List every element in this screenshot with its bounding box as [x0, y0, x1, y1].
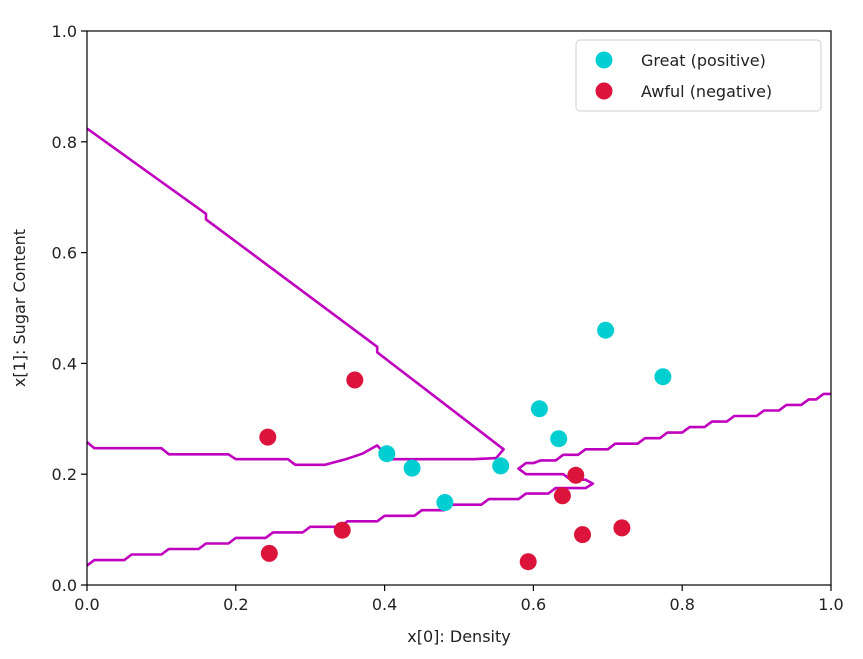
axes-frame: [86, 30, 832, 586]
negative-point-5: [519, 553, 537, 571]
y-tick-label: 0.2: [52, 465, 77, 484]
legend-label-negative: Awful (negative): [641, 82, 772, 101]
y-tick-label: 0.0: [52, 576, 77, 595]
negative-point-3: [333, 521, 351, 539]
y-tick-label: 0.8: [52, 133, 77, 152]
y-axis-title: x[1]: Sugar Content: [10, 229, 29, 387]
x-tick-label: 0.6: [521, 595, 546, 614]
x-tick-label: 0.8: [669, 595, 694, 614]
negative-point-7: [567, 466, 585, 484]
x-tick-label: 0.4: [372, 595, 397, 614]
negative-point-6: [553, 487, 571, 505]
positive-point-6: [550, 430, 568, 448]
legend-box: [575, 39, 822, 112]
negative-point-4: [346, 371, 364, 389]
negative-point-1: [259, 428, 277, 446]
positive-point-2: [403, 459, 421, 477]
legend-label-positive: Great (positive): [641, 51, 766, 70]
x-tick-label: 0.2: [223, 595, 248, 614]
y-tick-label: 1.0: [52, 22, 77, 41]
x-axis-title: x[0]: Density: [407, 627, 510, 646]
x-tick-label: 0.0: [74, 595, 99, 614]
y-tick-label: 0.4: [52, 354, 77, 373]
positive-point-8: [654, 368, 672, 386]
positive-point-3: [436, 494, 454, 511]
negative-point-2: [260, 544, 278, 562]
boundary-line-1: [86, 127, 505, 467]
positive-point-1: [378, 445, 396, 463]
x-tick-label: 1.0: [818, 595, 843, 614]
scatter-points: [259, 321, 672, 571]
plot-background: [87, 31, 831, 585]
legend-marker-positive: [595, 51, 613, 69]
negative-point-8: [574, 526, 591, 544]
positive-point-5: [530, 400, 548, 418]
plot-area: [87, 31, 831, 585]
legend-marker-negative: [595, 82, 613, 100]
y-tick-label: 0.6: [52, 244, 77, 263]
axes: 0.0 0.2 0.4 0.6 0.8 1.0 0.0 0.2 0.4 0.6 0.8 1.0 x[0]…: [10, 22, 844, 646]
negative-point-9: [613, 519, 631, 537]
positive-point-4: [492, 457, 510, 475]
positive-point-7: [597, 321, 615, 339]
legend: Great (positive) Awful (negative): [575, 39, 822, 112]
